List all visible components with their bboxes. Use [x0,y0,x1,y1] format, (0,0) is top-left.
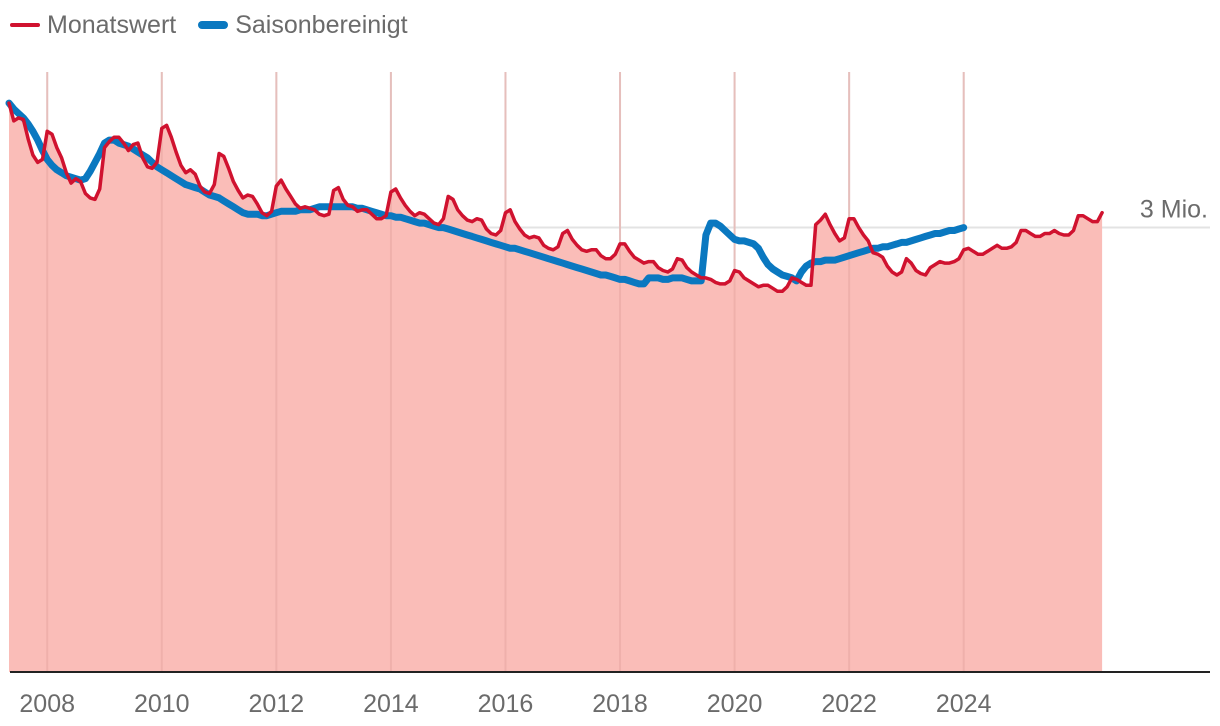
legend-item-saisonbereinigt[interactable]: Saisonbereinigt [198,10,408,40]
reference-label: 3 Mio. [1140,196,1208,224]
x-tick-label-2020: 2020 [707,690,763,718]
x-tick-label-2014: 2014 [363,690,419,718]
legend-item-monatswert[interactable]: Monatswert [10,11,176,40]
x-tick-label-2008: 2008 [19,690,75,718]
legend-swatch-monatswert [10,23,40,27]
x-tick-label-2022: 2022 [821,690,877,718]
legend: Monatswert Saisonbereinigt [10,8,430,42]
x-tick-label-2012: 2012 [249,690,305,718]
monatswert-area [9,103,1103,673]
legend-label-saisonbereinigt: Saisonbereinigt [235,10,408,39]
x-tick-label-2024: 2024 [936,690,992,718]
legend-label-monatswert: Monatswert [47,10,177,39]
x-tick-label-2018: 2018 [592,690,648,718]
monatswert-line [7,101,1104,294]
x-tick-label-2016: 2016 [478,690,534,718]
legend-swatch-saisonbereinigt [198,21,229,29]
saisonbereinigt-line [5,99,968,288]
x-tick-label-2010: 2010 [134,690,190,718]
